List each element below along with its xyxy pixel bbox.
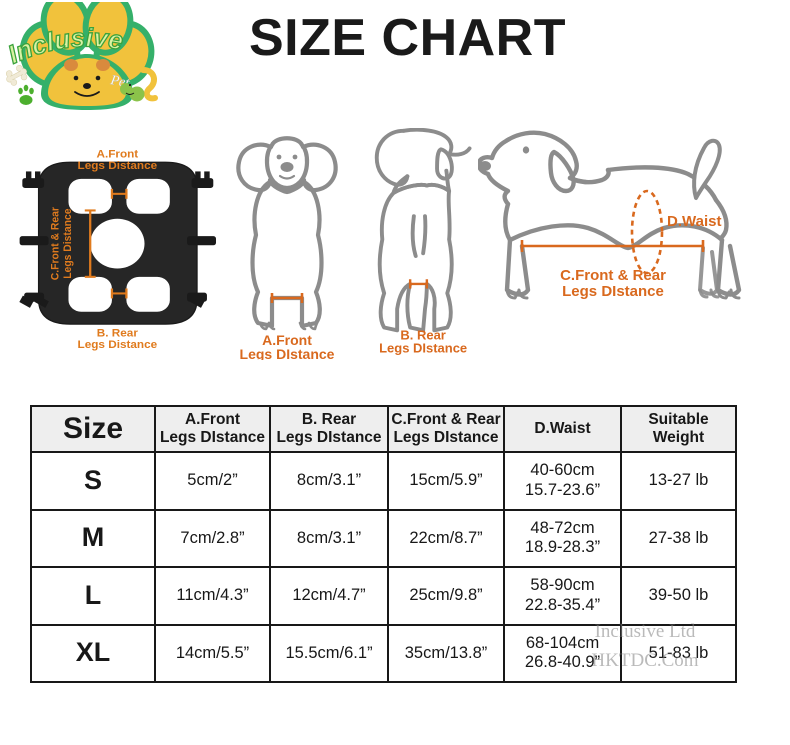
svg-text:C.Front & Rear: C.Front & Rear — [560, 267, 666, 284]
svg-text:A.Front: A.Front — [96, 149, 138, 160]
svg-text:C.Front & Rear: C.Front & Rear — [49, 206, 62, 280]
svg-text:Legs DIstance: Legs DIstance — [562, 283, 664, 300]
svg-text:Legs Distance: Legs Distance — [62, 208, 75, 278]
svg-text:Legs Distance: Legs Distance — [78, 160, 158, 171]
svg-text:Legs DIstance: Legs DIstance — [240, 346, 335, 360]
svg-text:Legs Distance: Legs Distance — [78, 340, 158, 351]
svg-text:Legs DIstance: Legs DIstance — [379, 341, 467, 356]
svg-text:B. Rear: B. Rear — [97, 328, 139, 339]
svg-text:D.Waist: D.Waist — [667, 213, 721, 230]
